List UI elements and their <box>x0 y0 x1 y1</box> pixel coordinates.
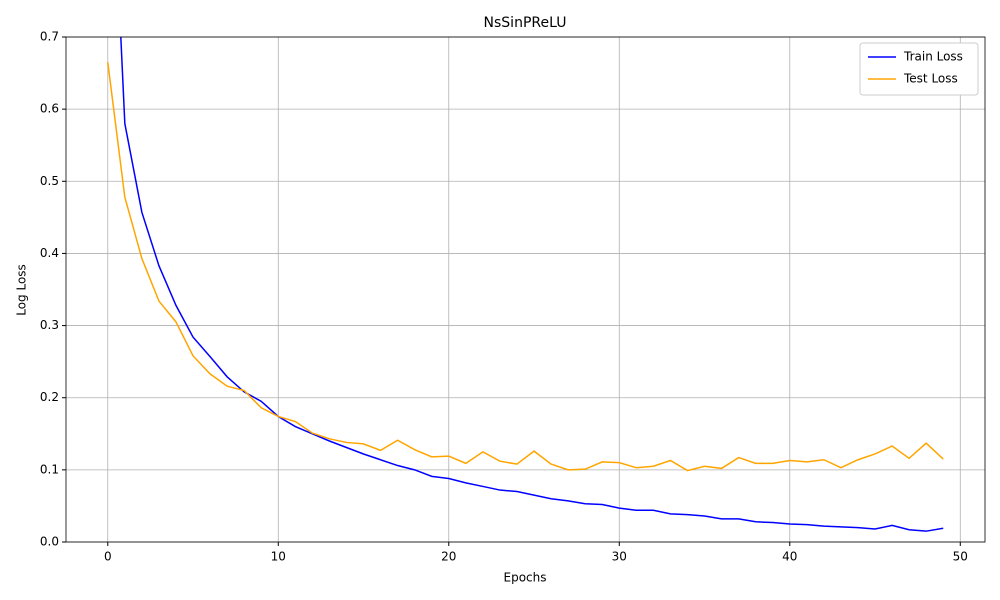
x-tick-label: 0 <box>104 550 112 564</box>
x-tick-label: 50 <box>953 550 968 564</box>
x-tick-label: 20 <box>441 550 456 564</box>
y-tick-label: 0.1 <box>40 462 59 476</box>
x-tick-label: 30 <box>612 550 627 564</box>
series-line <box>107 62 944 472</box>
y-tick-label: 0.6 <box>40 102 59 116</box>
legend-label: Test Loss <box>903 72 958 86</box>
y-tick-label: 0.0 <box>40 535 59 549</box>
y-tick-label: 0.4 <box>40 246 59 260</box>
series-line <box>120 37 944 532</box>
x-tick-label: 10 <box>271 550 286 564</box>
x-axis-label: Epochs <box>504 571 547 585</box>
y-tick-label: 0.5 <box>40 174 59 188</box>
chart-title: NsSinPReLU <box>484 15 567 31</box>
y-tick-label: 0.2 <box>40 390 59 404</box>
y-tick-label: 0.3 <box>40 318 59 332</box>
plot-lines <box>107 37 944 532</box>
legend-box <box>859 42 979 96</box>
plot-frame <box>65 36 986 543</box>
y-axis-label: Log Loss <box>15 264 29 316</box>
y-tick-label: 0.7 <box>40 30 59 44</box>
x-tick-label: 40 <box>782 550 797 564</box>
legend-label: Train Loss <box>903 50 963 64</box>
